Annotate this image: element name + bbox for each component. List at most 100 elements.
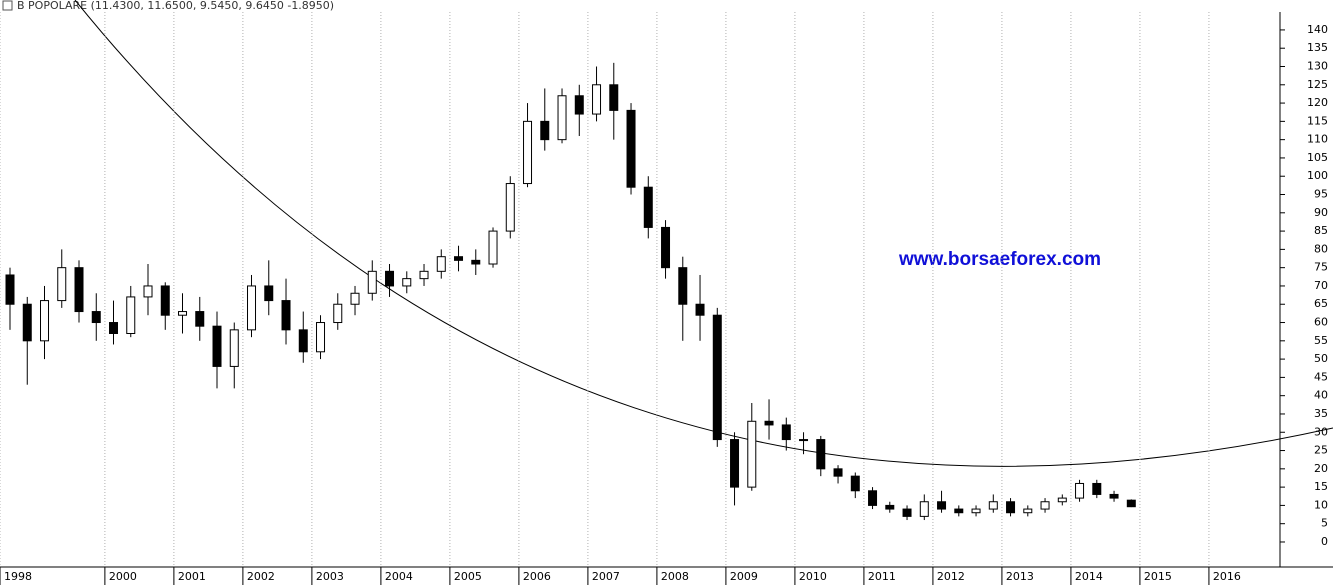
y-tick-label: 80 bbox=[1314, 242, 1328, 255]
candle-body bbox=[385, 270, 395, 287]
candle-body bbox=[281, 300, 291, 331]
candle-body bbox=[367, 270, 377, 294]
candle-body bbox=[764, 420, 774, 426]
y-tick-label: 135 bbox=[1307, 41, 1328, 54]
y-tick-label: 25 bbox=[1314, 444, 1328, 457]
candle-body bbox=[937, 501, 947, 510]
header-icon bbox=[2, 0, 13, 11]
y-tick-label: 60 bbox=[1314, 316, 1328, 329]
candle-body bbox=[109, 322, 119, 335]
x-tick-label: 2013 bbox=[1006, 570, 1034, 583]
candle-body bbox=[919, 501, 929, 517]
y-tick-label: 20 bbox=[1314, 462, 1328, 475]
candle-body bbox=[247, 285, 257, 331]
candle-body bbox=[212, 325, 222, 367]
y-tick-label: 140 bbox=[1307, 23, 1328, 36]
candle-body bbox=[592, 84, 602, 115]
candle-body bbox=[971, 508, 981, 514]
candle-body bbox=[1075, 482, 1085, 499]
y-tick-label: 125 bbox=[1307, 78, 1328, 91]
candle-body bbox=[988, 501, 998, 510]
y-tick-label: 115 bbox=[1307, 114, 1328, 127]
candle-body bbox=[505, 183, 515, 232]
candle-body bbox=[1092, 482, 1102, 495]
candle-body bbox=[91, 311, 101, 324]
candle-body bbox=[229, 329, 239, 367]
candle-body bbox=[57, 267, 67, 302]
candle-body bbox=[626, 109, 636, 188]
candle-body bbox=[540, 120, 550, 141]
x-tick-label: 2010 bbox=[799, 570, 827, 583]
chart-title: B POPOLARE (11.4300, 11.6500, 9.5450, 9.… bbox=[17, 0, 334, 12]
y-tick-label: 30 bbox=[1314, 425, 1328, 438]
candle-body bbox=[178, 311, 188, 316]
candle-body bbox=[747, 420, 757, 488]
x-tick-label: 2000 bbox=[109, 570, 137, 583]
x-tick-label: 2001 bbox=[178, 570, 206, 583]
x-tick-label: 1998 bbox=[4, 570, 32, 583]
x-tick-label: 2008 bbox=[661, 570, 689, 583]
candle-body bbox=[1109, 493, 1119, 499]
candle-body bbox=[264, 285, 274, 302]
x-tick-label: 2004 bbox=[385, 570, 413, 583]
candle-body bbox=[574, 95, 584, 115]
candle-body bbox=[160, 285, 170, 316]
candle-body bbox=[195, 311, 205, 327]
candle-body bbox=[350, 292, 360, 305]
candle-body bbox=[523, 120, 533, 185]
x-tick-label: 2012 bbox=[937, 570, 965, 583]
candle-body bbox=[643, 186, 653, 228]
y-tick-label: 120 bbox=[1307, 96, 1328, 109]
candle-body bbox=[816, 439, 826, 470]
y-tick-label: 85 bbox=[1314, 224, 1328, 237]
candle-body bbox=[730, 439, 740, 488]
x-tick-label: 2005 bbox=[454, 570, 482, 583]
x-tick-label: 2002 bbox=[247, 570, 275, 583]
candle-body bbox=[1040, 501, 1050, 510]
y-tick-label: 55 bbox=[1314, 334, 1328, 347]
candle-body bbox=[316, 322, 326, 353]
y-tick-label: 45 bbox=[1314, 370, 1328, 383]
candle-body bbox=[902, 508, 912, 517]
candle-body bbox=[454, 256, 464, 261]
candle-body bbox=[781, 424, 791, 441]
candle-body bbox=[40, 300, 50, 342]
candle-body bbox=[661, 226, 671, 269]
candle-body bbox=[799, 439, 809, 442]
y-tick-label: 110 bbox=[1307, 133, 1328, 146]
candle-body bbox=[850, 475, 860, 492]
candle-body bbox=[885, 504, 895, 510]
y-tick-label: 35 bbox=[1314, 407, 1328, 420]
watermark: www.borsaeforex.com bbox=[898, 249, 1101, 270]
x-tick-label: 2009 bbox=[730, 570, 758, 583]
candle-body bbox=[143, 285, 153, 298]
candle-body bbox=[126, 296, 136, 335]
x-tick-label: 2007 bbox=[592, 570, 620, 583]
y-tick-label: 65 bbox=[1314, 297, 1328, 310]
x-tick-label: 2016 bbox=[1213, 570, 1241, 583]
x-tick-label: 2003 bbox=[316, 570, 344, 583]
candle-body bbox=[419, 270, 429, 280]
y-tick-label: 0 bbox=[1321, 535, 1328, 548]
y-tick-label: 10 bbox=[1314, 498, 1328, 511]
candle-body bbox=[488, 230, 498, 265]
candle-body bbox=[298, 329, 308, 353]
y-tick-label: 95 bbox=[1314, 188, 1328, 201]
y-tick-label: 40 bbox=[1314, 389, 1328, 402]
candle-body bbox=[1126, 499, 1136, 508]
y-tick-label: 130 bbox=[1307, 59, 1328, 72]
candle-body bbox=[678, 267, 688, 305]
y-tick-label: 105 bbox=[1307, 151, 1328, 164]
y-tick-label: 100 bbox=[1307, 169, 1328, 182]
candle-body bbox=[868, 490, 878, 506]
candle-body bbox=[695, 303, 705, 316]
x-tick-label: 2006 bbox=[523, 570, 551, 583]
y-tick-label: 70 bbox=[1314, 279, 1328, 292]
candle-body bbox=[74, 267, 84, 313]
drawn-curve bbox=[74, 0, 1333, 467]
y-tick-label: 15 bbox=[1314, 480, 1328, 493]
candle-body bbox=[1023, 508, 1033, 514]
candle-body bbox=[5, 274, 15, 305]
x-tick-label: 2011 bbox=[868, 570, 896, 583]
